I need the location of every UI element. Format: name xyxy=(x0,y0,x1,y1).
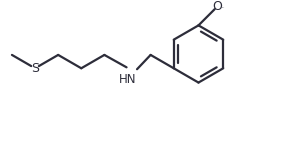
Text: O: O xyxy=(213,0,222,13)
Text: HN: HN xyxy=(119,73,136,86)
Text: S: S xyxy=(31,62,39,75)
